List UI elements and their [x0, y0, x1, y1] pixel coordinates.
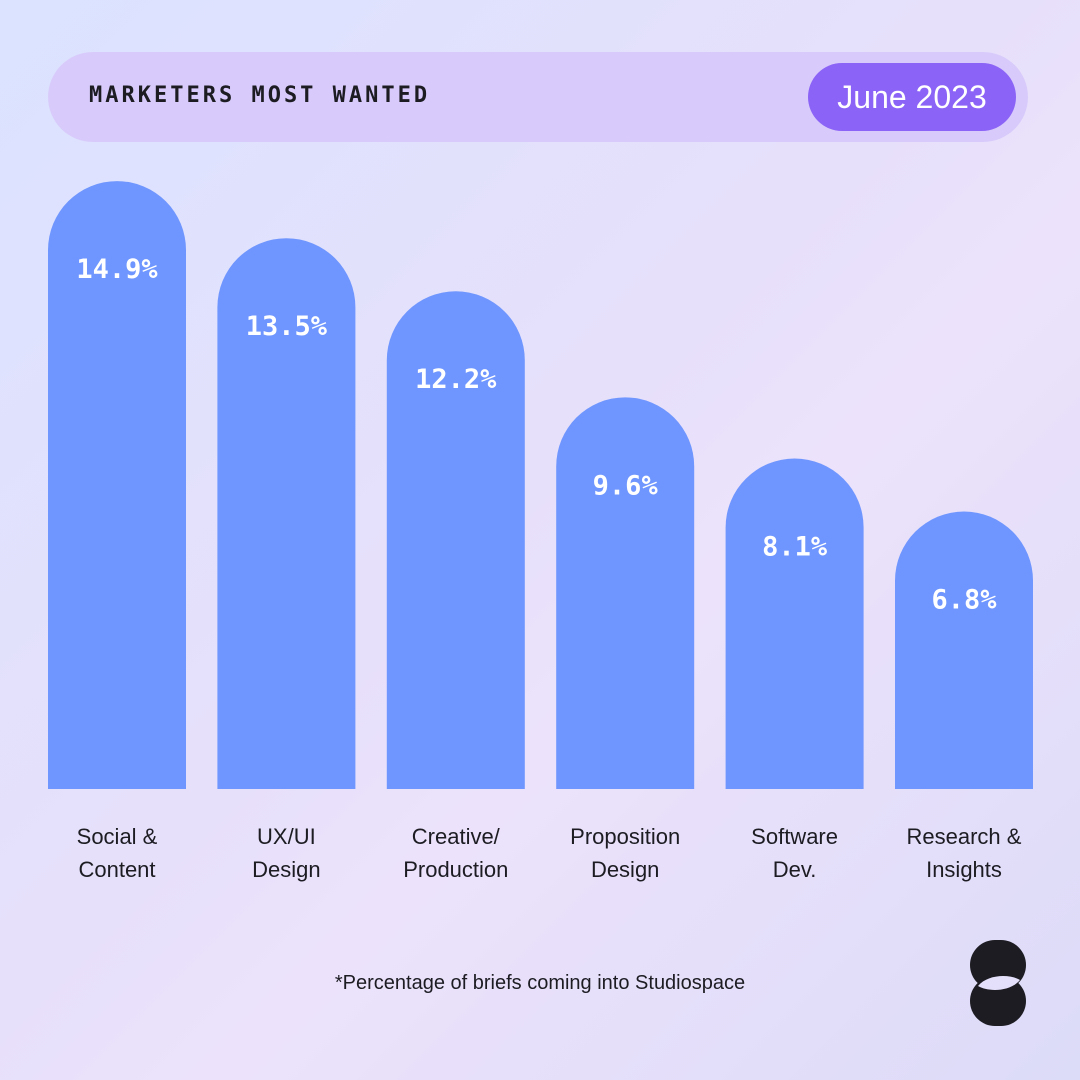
- category-label-0: Social & Content: [32, 820, 202, 886]
- studiospace-logo-icon: [970, 940, 1026, 1026]
- bar-5: [895, 511, 1033, 789]
- bar-chart: 14.9% 13.5% 12.2% 9.6% 8.1% 6.8%: [48, 181, 1033, 789]
- bar-value-label-2: 12.2%: [415, 364, 497, 395]
- header-bar: MARKETERS MOST WANTED June 2023: [48, 52, 1028, 142]
- chart-title: MARKETERS MOST WANTED: [89, 83, 431, 108]
- bar-4: [725, 458, 864, 789]
- category-label-5: Research & Insights: [879, 820, 1049, 886]
- category-label-line: Proposition: [570, 824, 681, 849]
- category-label-2: Creative/Production: [371, 820, 541, 886]
- category-label-line: Social &: [76, 824, 158, 849]
- category-label-line: Research &: [906, 824, 1022, 849]
- category-label-line: Software: [751, 824, 838, 849]
- date-badge: June 2023: [808, 63, 1016, 131]
- category-label-line: Insights: [926, 857, 1002, 882]
- footnote: *Percentage of briefs coming into Studio…: [334, 972, 746, 994]
- category-label-line: Dev.: [772, 857, 817, 882]
- category-label-line: Production: [403, 857, 509, 882]
- category-label-line: Design: [590, 857, 660, 882]
- bar-value-label-1: 13.5%: [246, 311, 328, 342]
- category-label-line: Creative/: [411, 824, 500, 849]
- bar-0: [48, 181, 186, 789]
- category-label-line: Design: [252, 857, 321, 882]
- bar-value-label-3: 9.6%: [593, 470, 659, 501]
- category-label-4: Software Dev.: [710, 820, 880, 886]
- bar-1: [217, 238, 356, 789]
- category-label-line: Content: [78, 857, 156, 882]
- category-label-1: UX/UI Design: [201, 820, 371, 886]
- bar-value-label-0: 14.9%: [76, 254, 158, 285]
- bar-3: [556, 397, 695, 789]
- bar-value-label-5: 6.8%: [931, 585, 997, 616]
- category-label-3: Proposition Design: [540, 820, 710, 886]
- bar-value-label-4: 8.1%: [762, 532, 828, 563]
- bar-2: [386, 291, 525, 789]
- category-label-line: UX/UI: [257, 824, 316, 849]
